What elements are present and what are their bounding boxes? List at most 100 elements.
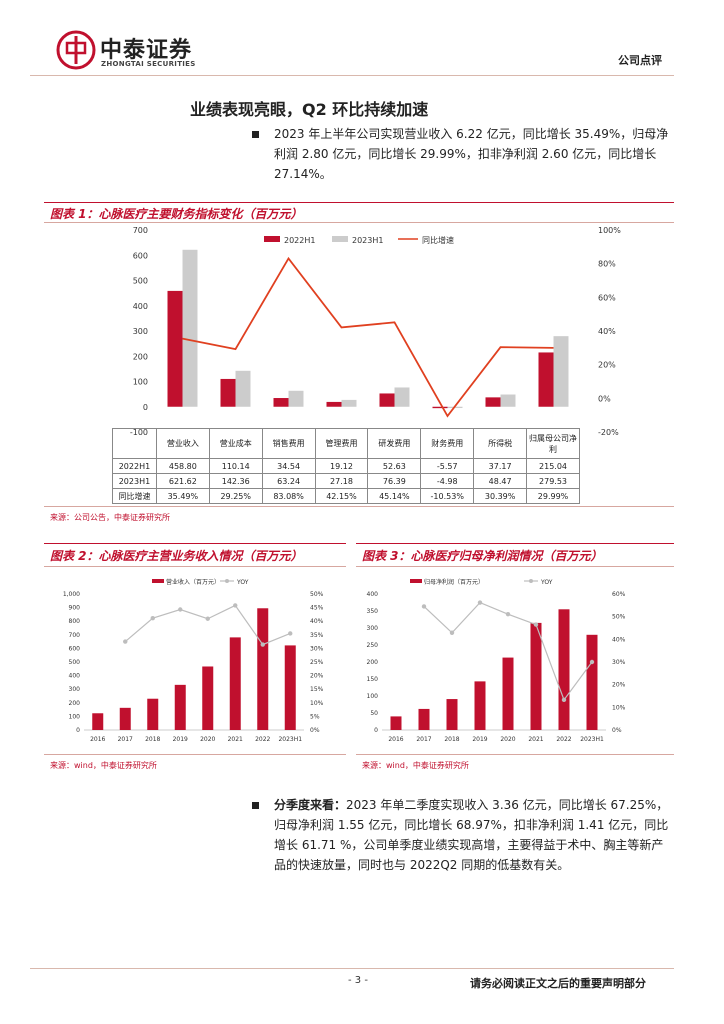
fig1-bar-2022 <box>220 378 236 407</box>
fig3-y-tick: 250 <box>367 642 379 649</box>
fig3-source: 来源：wind，中泰证券研究所 <box>362 761 469 770</box>
fig2-y-tick: 400 <box>69 673 81 680</box>
fig3-y2-tick: 20% <box>612 682 626 689</box>
fig1-y-tick: 0 <box>143 403 148 412</box>
table-cell: 52.63 <box>367 458 422 474</box>
fig2-y2-tick: 10% <box>310 700 324 707</box>
table-cell: -4.98 <box>420 473 475 489</box>
fig2-y2-tick: 45% <box>310 605 324 612</box>
fig2-y-tick: 900 <box>69 605 81 612</box>
fig1-y2-tick: 20% <box>598 361 616 370</box>
fig3-y2-tick: 50% <box>612 614 626 621</box>
fig2-x-tick: 2017 <box>118 736 133 743</box>
table-row-label: 同比增速 <box>112 488 157 504</box>
fig2-legend-bar: 营业收入（百万元） <box>166 578 220 586</box>
fig3-y-tick: 350 <box>367 608 379 615</box>
fig3-chart: 400 350 300 250 200 150 100 50 0 60% 50% 40% 30% 20% 1… <box>367 578 626 743</box>
fig1-bar-2022 <box>326 401 342 407</box>
fig1-bar-2023 <box>394 387 410 407</box>
fig2-bar <box>174 684 186 730</box>
fig3-bar <box>586 634 598 730</box>
fig1-bar-2022 <box>273 398 289 407</box>
fig3-legend-yoy-marker <box>529 579 533 583</box>
company-name-en: ZHONGTAI SECURITIES <box>101 60 196 68</box>
fig3-y-tick: 50 <box>370 710 378 717</box>
fig1-bar-2023 <box>553 336 569 407</box>
fig1-title: 图表 1：心脉医疗主要财务指标变化（百万元） <box>50 207 303 221</box>
fig2-top-rule <box>44 543 346 544</box>
table-cell: -5.57 <box>420 458 475 474</box>
table-row: 2022H1 458.80 110.14 34.54 19.12 52.63 -… <box>112 458 580 474</box>
fig3-x-tick: 2022 <box>556 736 571 743</box>
fig3-y-tick: 0 <box>374 727 378 734</box>
table-row-label: 2023H1 <box>112 473 157 489</box>
fig3-title-rule <box>356 566 674 567</box>
fig3-yoy-point <box>449 630 455 635</box>
fig3-y-tick: 300 <box>367 625 379 632</box>
fig3-y2-tick: 10% <box>612 704 626 711</box>
fig2-title: 图表 2：心脉医疗主营业务收入情况（百万元） <box>50 549 303 563</box>
fig2-y2-tick: 0% <box>310 727 320 734</box>
fig1-bar-2022 <box>379 393 395 407</box>
fig1-bar-2023 <box>341 399 357 407</box>
table-col-header: 营业成本 <box>208 428 263 459</box>
fig2-x-tick: 2021 <box>228 736 243 743</box>
fig2-y2-tick: 15% <box>310 686 324 693</box>
fig1-y-tick: 700 <box>133 226 148 235</box>
fig2-x-tick: 2016 <box>90 736 105 743</box>
fig1-bottom-rule <box>44 506 674 507</box>
fig3-yoy-point <box>561 697 567 703</box>
table-cell: 76.39 <box>367 473 422 489</box>
fig3-yoy-point <box>505 611 511 617</box>
fig3-yoy-point <box>533 622 539 627</box>
fig1-bar-2023 <box>500 394 516 407</box>
fig1-legend-2023: 2023H1 <box>352 236 383 245</box>
fig3-x-tick: 2018 <box>444 736 459 743</box>
fig1-data-table: 营业收入 营业成本 销售费用 管理费用 研发费用 财务费用 所得税 归属母公司净… <box>112 428 580 504</box>
fig2-y2-tick: 35% <box>310 632 324 639</box>
table-cell: 48.47 <box>473 473 528 489</box>
fig2-y-tick: 500 <box>69 659 81 666</box>
fig1-table-header-row: 营业收入 营业成本 销售费用 管理费用 研发费用 财务费用 所得税 归属母公司净… <box>112 428 580 459</box>
fig3-legend-bar-swatch <box>410 579 422 583</box>
fig1-bar-2023 <box>288 390 304 407</box>
fig2-y-tick: 800 <box>69 618 81 625</box>
fig2-x-tick: 2022 <box>255 736 270 743</box>
fig2-chart: 1,000 900 800 700 600 500 400 300 200 100 0 50% 45% 4… <box>63 578 324 743</box>
disclaimer-note: 请务必阅读正文之后的重要声明部分 <box>470 977 646 990</box>
fig2-y-tick: 600 <box>69 645 81 652</box>
fig2-bar <box>257 608 269 730</box>
page-number: - 3 - <box>348 975 368 986</box>
paragraph-quarterly: 分季度来看：2023 年单二季度实现收入 3.36 亿元，同比增长 67.25%… <box>274 795 674 875</box>
bullet-icon <box>252 131 259 138</box>
fig2-x-tick: 2018 <box>145 736 160 743</box>
table-row-label: 2022H1 <box>112 458 157 474</box>
fig3-y-tick: 200 <box>367 659 379 666</box>
fig2-bar <box>229 637 241 730</box>
fig1-yoy-line <box>182 256 554 418</box>
fig2-x-tick: 2020 <box>200 736 215 743</box>
fig1-legend: 2022H1 2023H1 同比增速 <box>264 235 454 245</box>
fig3-y-tick: 150 <box>367 676 379 683</box>
fig2-yoy-point <box>288 631 293 636</box>
fig3-y-tick: 100 <box>367 693 379 700</box>
table-cell: 63.24 <box>261 473 316 489</box>
fig2-source: 来源：wind，中泰证券研究所 <box>50 761 157 770</box>
fig2-legend-bar-swatch <box>152 579 164 583</box>
fig3-y-tick: 400 <box>367 591 379 598</box>
fig1-y-tick: 100 <box>133 378 148 387</box>
table-cell: 34.54 <box>261 458 316 474</box>
table-col-header: 管理费用 <box>314 428 369 459</box>
table-row: 2023H1 621.62 142.36 63.24 27.18 76.39 -… <box>112 473 580 489</box>
fig2-y-tick: 300 <box>69 686 81 693</box>
fig3-bar <box>558 609 570 730</box>
table-cell: 29.99% <box>526 488 580 504</box>
table-row: 同比增速 35.49% 29.25% 83.08% 42.15% 45.14% … <box>112 488 580 504</box>
fig2-y-tick: 1,000 <box>63 591 80 598</box>
footer-divider <box>30 968 674 969</box>
fig3-yoy-point <box>589 659 595 665</box>
fig2-y2-tick: 40% <box>310 618 324 625</box>
fig2-yoy-point <box>260 642 265 647</box>
fig2-yoy-point <box>123 639 128 644</box>
